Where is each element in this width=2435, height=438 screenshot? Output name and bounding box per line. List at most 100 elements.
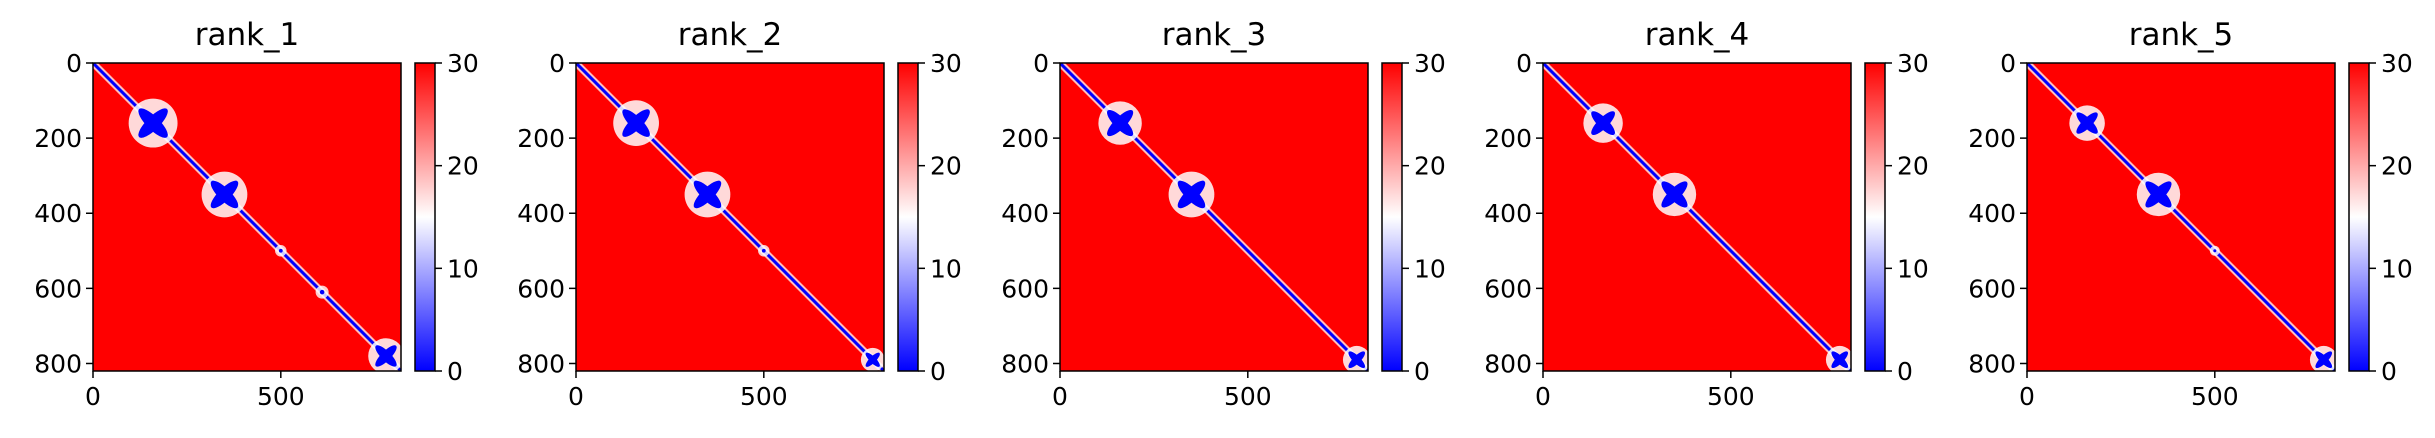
- colorbar: [2348, 62, 2370, 372]
- y-tick-label: 400: [1484, 199, 1532, 228]
- domain-core: [702, 189, 713, 200]
- colorbar-tick-label: 0: [1897, 357, 1913, 386]
- y-tick-label: 0: [2000, 49, 2016, 78]
- chart-title: rank_4: [1645, 17, 1750, 53]
- colorbar-tick-label: 20: [447, 152, 479, 181]
- domain-core: [1353, 356, 1360, 363]
- colorbar-tick-label: 10: [447, 254, 479, 283]
- y-tick-label: 800: [34, 349, 82, 378]
- y-tick-label: 400: [34, 199, 82, 228]
- x-tick-label: 500: [2191, 382, 2239, 411]
- domain-core: [1598, 118, 1608, 128]
- domain-core: [278, 248, 283, 253]
- axes-frame: [575, 62, 885, 372]
- y-tick-label: 800: [1968, 349, 2016, 378]
- x-tick-label: 0: [85, 382, 101, 411]
- domain-core: [1836, 356, 1843, 363]
- y-tick-label: 200: [1001, 124, 1049, 153]
- axes-frame: [1059, 62, 1369, 372]
- x-tick-label: 500: [1707, 382, 1755, 411]
- x-tick-label: 0: [1052, 382, 1068, 411]
- colorbar-tick-label: 0: [447, 357, 463, 386]
- x-tick-label: 500: [1224, 382, 1272, 411]
- y-tick-label: 200: [1484, 124, 1532, 153]
- colorbar-tick-label: 0: [2381, 357, 2397, 386]
- y-tick-label: 400: [1968, 199, 2016, 228]
- colorbar-tick-label: 30: [930, 49, 962, 78]
- chart-title: rank_5: [2129, 17, 2234, 53]
- domain-core: [1186, 189, 1197, 200]
- domain-core: [2213, 249, 2217, 253]
- colorbar-tick-label: 20: [930, 152, 962, 181]
- y-tick-label: 600: [1484, 274, 1532, 303]
- domain-core: [1115, 118, 1125, 128]
- domain-core: [870, 357, 876, 363]
- y-tick-label: 600: [517, 274, 565, 303]
- colorbar-tick-label: 0: [930, 357, 946, 386]
- domain-core: [631, 118, 641, 128]
- colorbar-tick-label: 0: [1414, 357, 1430, 386]
- domain-core: [382, 352, 390, 360]
- domain-core: [147, 117, 159, 129]
- x-tick-label: 500: [740, 382, 788, 411]
- heatmap-marks: [93, 63, 401, 371]
- colorbar-tick-label: 20: [1897, 152, 1929, 181]
- colorbar-tick-label: 30: [1414, 49, 1446, 78]
- y-tick-label: 200: [34, 124, 82, 153]
- y-tick-label: 0: [1516, 49, 1532, 78]
- domain-core: [219, 189, 230, 200]
- colorbar-tick-label: 20: [1414, 152, 1446, 181]
- y-tick-label: 800: [1001, 349, 1049, 378]
- axes-frame: [92, 62, 402, 372]
- y-tick-label: 0: [1033, 49, 1049, 78]
- y-tick-label: 800: [517, 349, 565, 378]
- chart-title: rank_3: [1162, 17, 1267, 53]
- colorbar-tick-label: 10: [930, 254, 962, 283]
- heatmap-marks: [576, 63, 884, 371]
- y-tick-label: 800: [1484, 349, 1532, 378]
- chart-title: rank_2: [678, 17, 783, 53]
- heatmap-marks: [1543, 63, 1851, 371]
- colorbar-tick-label: 10: [1897, 254, 1929, 283]
- y-tick-label: 0: [66, 49, 82, 78]
- colorbar-tick-label: 20: [2381, 152, 2413, 181]
- y-tick-label: 600: [1001, 274, 1049, 303]
- y-tick-label: 400: [517, 199, 565, 228]
- y-tick-label: 600: [34, 274, 82, 303]
- domain-core: [2083, 119, 2091, 127]
- domain-core: [761, 248, 766, 253]
- colorbar-tick-label: 10: [2381, 254, 2413, 283]
- y-tick-label: 200: [1968, 124, 2016, 153]
- colorbar-tick-label: 10: [1414, 254, 1446, 283]
- colorbar: [897, 62, 919, 372]
- x-tick-label: 0: [2019, 382, 2035, 411]
- heatmap-marks: [2027, 63, 2335, 371]
- y-tick-label: 600: [1968, 274, 2016, 303]
- x-tick-label: 0: [1535, 382, 1551, 411]
- axes-frame: [1542, 62, 1852, 372]
- colorbar: [1381, 62, 1403, 372]
- domain-core: [319, 289, 325, 295]
- colorbar-tick-label: 30: [2381, 49, 2413, 78]
- domain-core: [1669, 189, 1680, 200]
- chart-title: rank_1: [195, 17, 300, 53]
- axes-frame: [2026, 62, 2336, 372]
- heatmap-marks: [1060, 63, 1368, 371]
- y-tick-label: 200: [517, 124, 565, 153]
- colorbar: [414, 62, 436, 372]
- y-tick-label: 0: [549, 49, 565, 78]
- colorbar-tick-label: 30: [447, 49, 479, 78]
- colorbar-tick-label: 30: [1897, 49, 1929, 78]
- colorbar: [1864, 62, 1886, 372]
- domain-core: [2153, 189, 2164, 200]
- x-tick-label: 500: [257, 382, 305, 411]
- domain-core: [2320, 356, 2327, 363]
- x-tick-label: 0: [568, 382, 584, 411]
- y-tick-label: 400: [1001, 199, 1049, 228]
